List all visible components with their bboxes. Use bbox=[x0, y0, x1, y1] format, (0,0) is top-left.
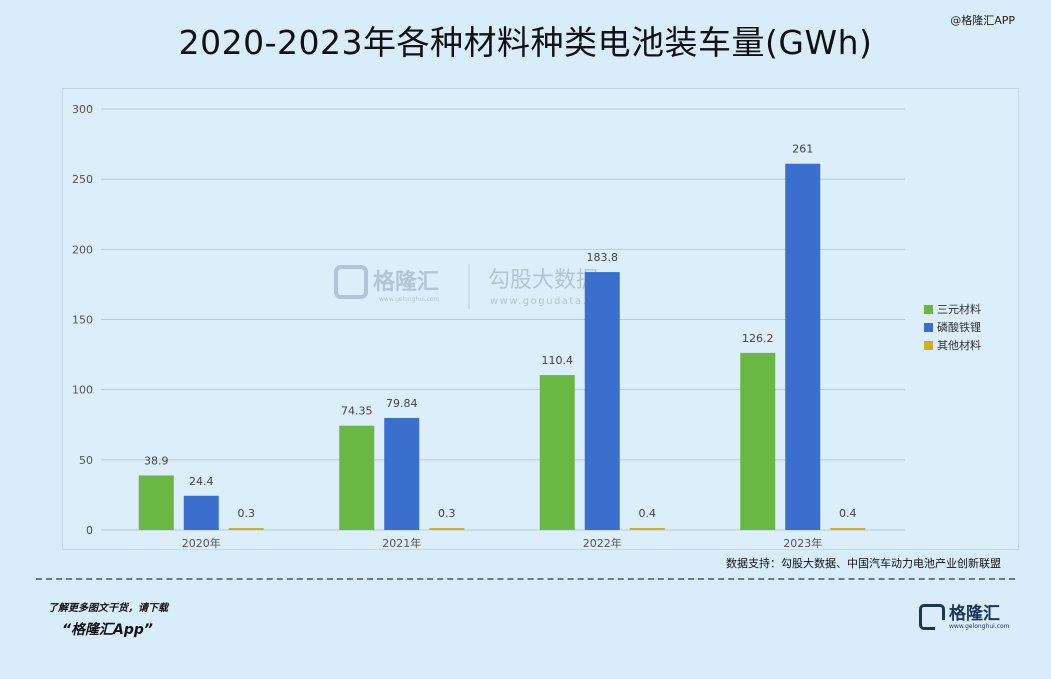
watermark-brand1-url: www.gelonghui.com bbox=[379, 296, 440, 303]
x-tick-label: 2020年 bbox=[182, 536, 221, 549]
source-note: 数据支持：勾股大数据、中国汽车动力电池产业创新联盟 bbox=[726, 557, 1001, 570]
y-tick-label: 100 bbox=[72, 384, 93, 397]
top-watermark: @格隆汇APP bbox=[950, 14, 1015, 27]
data-label: 0.4 bbox=[639, 507, 657, 520]
bar bbox=[228, 528, 264, 530]
data-label: 0.3 bbox=[238, 507, 256, 520]
y-tick-label: 50 bbox=[79, 454, 93, 467]
watermark: 格隆汇 www.gelonghui.com 勾股大数据 www.gogudata… bbox=[334, 264, 613, 309]
bar bbox=[539, 375, 575, 530]
data-label: 0.4 bbox=[839, 507, 857, 520]
watermark-logo-icon bbox=[334, 265, 368, 299]
legend-label: 其他材料 bbox=[937, 338, 981, 352]
brand-logo-url: www.gelonghui.com bbox=[949, 622, 1010, 630]
y-tick-label: 300 bbox=[72, 103, 93, 116]
data-label: 110.4 bbox=[542, 354, 574, 367]
x-tick-label: 2021年 bbox=[382, 536, 421, 549]
x-tick-label: 2022年 bbox=[583, 536, 622, 549]
x-tick-label: 2023年 bbox=[783, 536, 822, 549]
y-tick-label: 250 bbox=[72, 173, 93, 186]
legend-swatch bbox=[924, 323, 933, 332]
bar bbox=[629, 528, 665, 530]
data-label: 38.9 bbox=[144, 454, 169, 467]
footer-app: “格隆汇App” bbox=[62, 622, 153, 638]
bar bbox=[740, 352, 776, 530]
brand-logo-icon bbox=[919, 604, 945, 630]
bar bbox=[384, 417, 420, 530]
bar bbox=[183, 495, 219, 530]
watermark-brand1: 格隆汇 bbox=[373, 269, 439, 295]
data-label: 261 bbox=[792, 143, 813, 156]
footer-note: 了解更多图文干货，请下载 bbox=[48, 603, 168, 614]
brand-logo: 格隆汇 www.gelonghui.com bbox=[919, 600, 1017, 634]
bar bbox=[584, 272, 620, 530]
data-label: 74.35 bbox=[341, 405, 373, 418]
legend-swatch bbox=[924, 341, 933, 350]
bar bbox=[785, 163, 821, 530]
bar-chart: 格隆汇 www.gelonghui.com 勾股大数据 www.gogudata… bbox=[72, 103, 981, 550]
y-tick-label: 150 bbox=[72, 314, 93, 327]
data-label: 79.84 bbox=[386, 397, 418, 410]
y-tick-label: 0 bbox=[86, 524, 93, 537]
chart-panel: 格隆汇 www.gelonghui.com 勾股大数据 www.gogudata… bbox=[62, 88, 1019, 550]
data-label: 183.8 bbox=[587, 251, 619, 264]
data-label: 0.3 bbox=[438, 507, 456, 520]
legend-label: 三元材料 bbox=[937, 302, 981, 316]
watermark-brand2: 勾股大数据 bbox=[488, 268, 598, 293]
brand-logo-name: 格隆汇 bbox=[949, 603, 1000, 624]
data-label: 126.2 bbox=[742, 332, 774, 345]
legend-label: 磷酸铁锂 bbox=[937, 320, 981, 334]
bar bbox=[339, 425, 375, 530]
chart-title: 2020-2023年各种材料种类电池装车量(GWh) bbox=[178, 23, 873, 62]
bar bbox=[830, 528, 866, 530]
bar bbox=[138, 475, 174, 530]
data-label: 24.4 bbox=[189, 475, 214, 488]
divider bbox=[36, 578, 1015, 580]
watermark-brand2-url: www.gogudata.com bbox=[490, 296, 613, 307]
y-tick-label: 200 bbox=[72, 243, 93, 256]
legend-swatch bbox=[924, 305, 933, 314]
bar bbox=[429, 528, 465, 530]
